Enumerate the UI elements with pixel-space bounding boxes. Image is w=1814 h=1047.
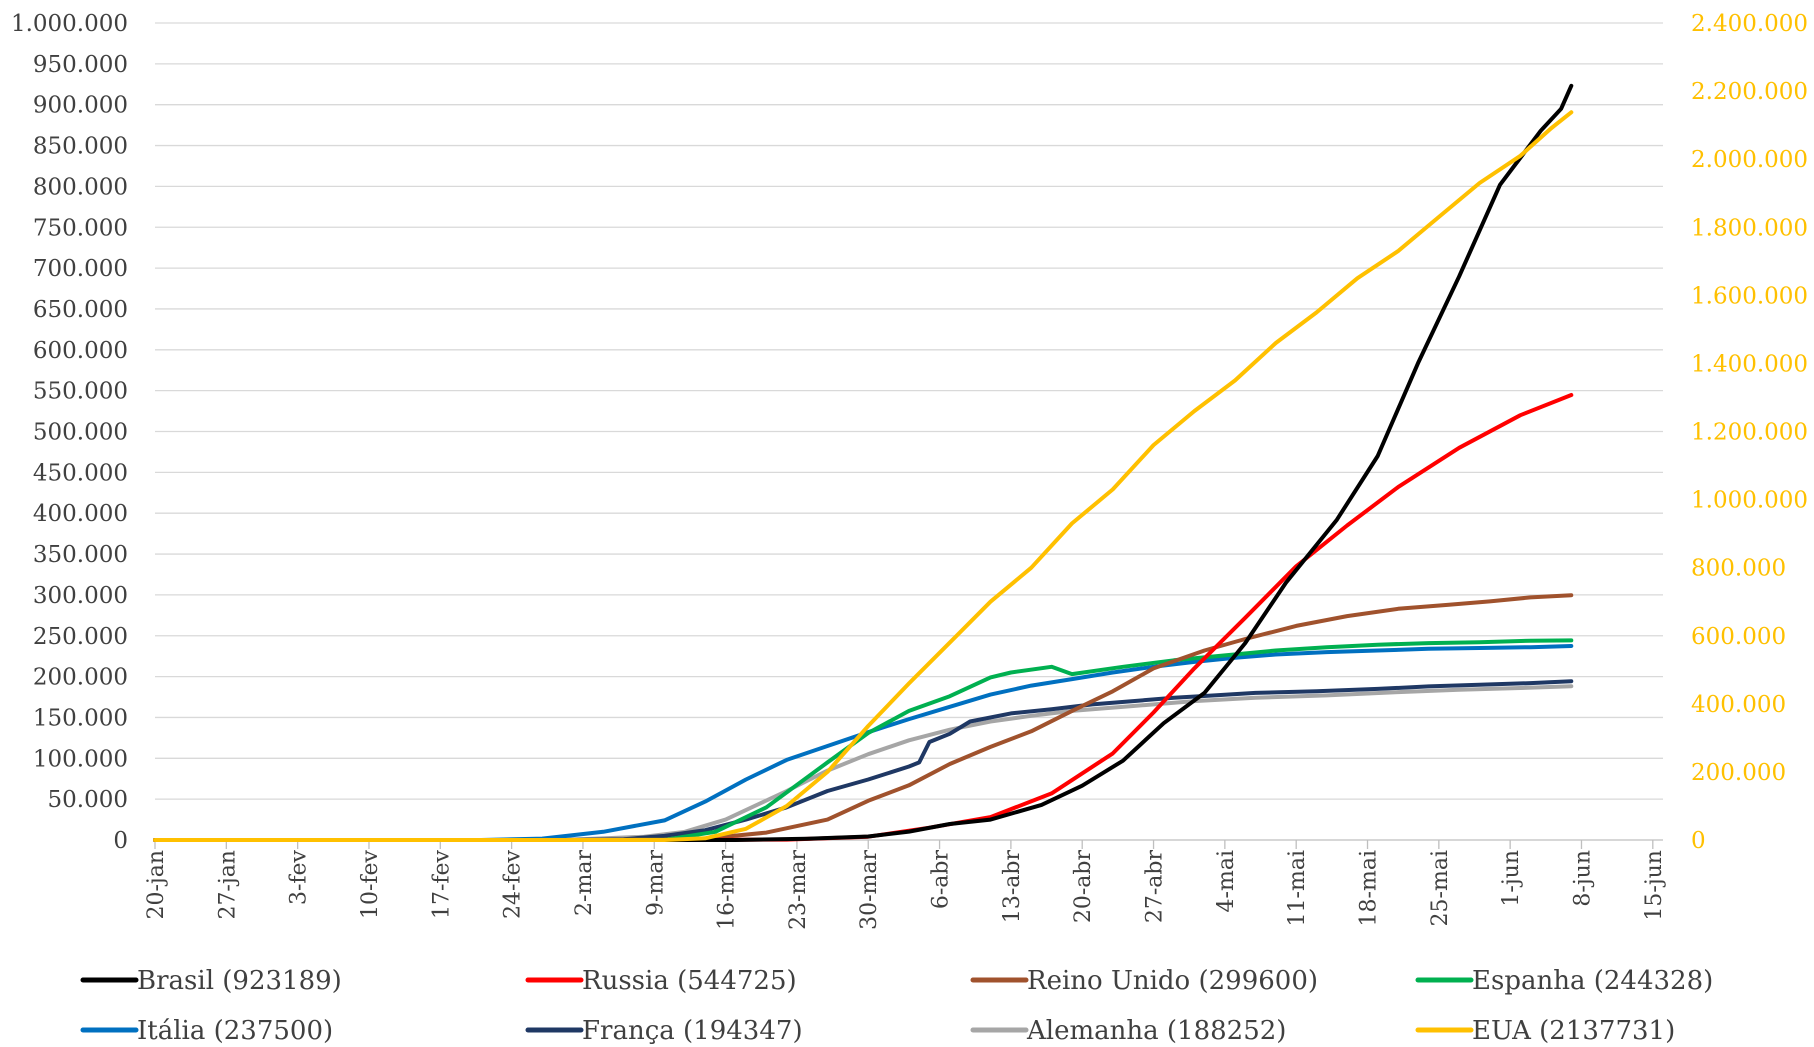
- x-tick-label: 6-abr: [929, 850, 954, 910]
- x-axis: 20-jan 27-jan 3-fev 10-fev 17-fev 24-fev 2-mar…: [144, 840, 1667, 930]
- legend-label: EUA (2137731): [1472, 1016, 1675, 1046]
- x-tick-label: 2-mar: [572, 850, 597, 916]
- left-tick-label: 800.000: [33, 174, 128, 200]
- left-tick-label: 700.000: [33, 256, 128, 282]
- series-line-6: [155, 686, 1571, 840]
- x-tick-label: 27-jan: [215, 850, 240, 920]
- legend-label: Alemanha (188252): [1026, 1016, 1286, 1046]
- series-line-1: [155, 395, 1571, 840]
- legend-entry: Reino Unido (299600): [973, 966, 1318, 996]
- legend-entry: Alemanha (188252): [973, 1016, 1286, 1046]
- right-tick-label: 1.800.000: [1691, 215, 1808, 241]
- left-tick-label: 900.000: [33, 93, 128, 119]
- right-tick-label: 2.200.000: [1691, 79, 1808, 105]
- x-tick-label: 11-mai: [1285, 850, 1310, 926]
- left-tick-label: 750.000: [33, 215, 128, 241]
- right-y-axis: 0 200.000 400.000 600.000 800.000 1.000.000 1.…: [1691, 11, 1808, 854]
- x-tick-label: 13-abr: [1000, 850, 1025, 924]
- left-tick-label: 850.000: [33, 134, 128, 160]
- left-tick-label: 100.000: [33, 746, 128, 772]
- right-tick-label: 800.000: [1691, 556, 1786, 582]
- legend-label: França (194347): [582, 1016, 803, 1046]
- series-line-3: [155, 640, 1571, 840]
- x-tick-label: 17-fev: [429, 849, 454, 919]
- x-tick-label: 1-jun: [1499, 850, 1524, 907]
- legend-label: Russia (544725): [582, 966, 797, 996]
- left-tick-label: 500.000: [33, 420, 128, 446]
- right-tick-label: 2.400.000: [1691, 11, 1808, 37]
- right-tick-label: 1.600.000: [1691, 283, 1808, 309]
- x-tick-label: 20-jan: [144, 850, 169, 920]
- left-tick-label: 0: [113, 828, 128, 854]
- legend-entry: Espanha (244328): [1418, 966, 1713, 996]
- legend-label: Reino Unido (299600): [1027, 966, 1318, 996]
- x-tick-label: 30-mar: [857, 850, 882, 930]
- legend-entry: França (194347): [528, 1016, 803, 1046]
- series-line-5: [155, 681, 1571, 840]
- x-tick-label: 25-mai: [1428, 850, 1453, 926]
- left-tick-label: 950.000: [33, 52, 128, 78]
- right-tick-label: 2.000.000: [1691, 147, 1808, 173]
- x-tick-label: 23-mar: [786, 850, 811, 930]
- left-tick-label: 650.000: [33, 297, 128, 323]
- x-tick-label: 15-jun: [1642, 850, 1667, 921]
- left-tick-label: 200.000: [33, 665, 128, 691]
- x-tick-label: 27-abr: [1143, 850, 1168, 924]
- x-tick-label: 8-jun: [1570, 850, 1595, 907]
- right-tick-label: 0: [1691, 828, 1706, 854]
- legend-entry: Itália (237500): [83, 1016, 333, 1046]
- left-tick-label: 300.000: [33, 583, 128, 609]
- left-tick-label: 400.000: [33, 501, 128, 527]
- series-line-0: [155, 86, 1571, 840]
- right-tick-label: 400.000: [1691, 692, 1786, 718]
- legend-entry: Brasil (923189): [83, 966, 342, 996]
- legend-entry: EUA (2137731): [1418, 1016, 1675, 1046]
- right-tick-label: 1.200.000: [1691, 420, 1808, 446]
- left-tick-label: 150.000: [33, 705, 128, 731]
- x-tick-label: 20-abr: [1071, 850, 1096, 924]
- left-tick-label: 250.000: [33, 624, 128, 650]
- x-tick-label: 3-fev: [287, 849, 312, 905]
- x-tick-label: 16-mar: [715, 850, 740, 930]
- left-tick-label: 50.000: [48, 787, 128, 813]
- series-line-4: [155, 646, 1571, 840]
- legend: Brasil (923189) Russia (544725) Reino Unid…: [83, 966, 1713, 1046]
- right-tick-label: 1.400.000: [1691, 351, 1808, 377]
- x-tick-label: 9-mar: [643, 850, 668, 916]
- right-tick-label: 200.000: [1691, 760, 1786, 786]
- left-y-axis: 0 50.000 100.000 150.000 200.000 250.000 300.0…: [11, 11, 128, 854]
- left-tick-label: 600.000: [33, 338, 128, 364]
- left-tick-label: 550.000: [33, 379, 128, 405]
- x-tick-label: 10-fev: [358, 849, 383, 919]
- series-line-7: [155, 112, 1571, 840]
- x-tick-label: 18-mai: [1357, 850, 1382, 926]
- legend-entry: Russia (544725): [528, 966, 797, 996]
- legend-label: Brasil (923189): [137, 966, 342, 996]
- x-tick-label: 24-fev: [501, 849, 526, 919]
- left-tick-label: 350.000: [33, 542, 128, 568]
- left-tick-label: 1.000.000: [11, 11, 128, 37]
- legend-label: Espanha (244328): [1472, 966, 1713, 996]
- left-tick-label: 450.000: [33, 460, 128, 486]
- right-tick-label: 1.000.000: [1691, 488, 1808, 514]
- legend-label: Itália (237500): [137, 1016, 333, 1046]
- right-tick-label: 600.000: [1691, 624, 1786, 650]
- series-lines: [155, 86, 1571, 840]
- x-tick-label: 4-mai: [1214, 850, 1239, 912]
